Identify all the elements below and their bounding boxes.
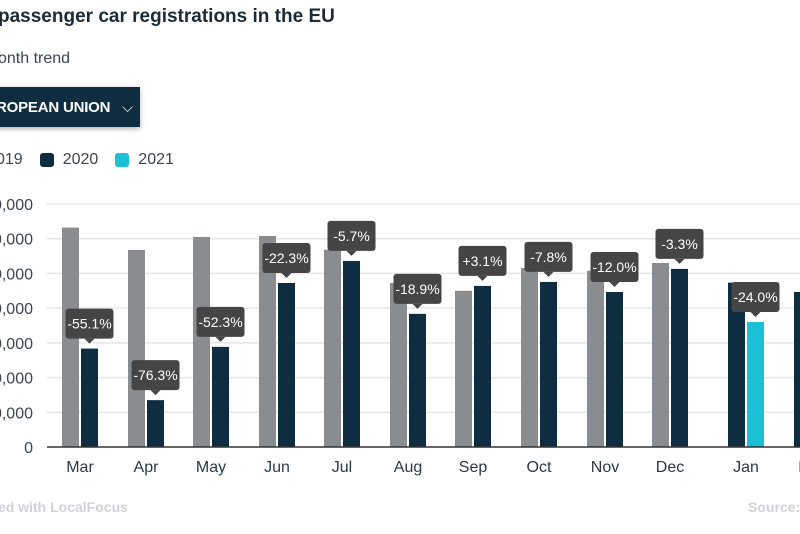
change-label: +3.1% bbox=[462, 253, 502, 269]
x-tick-label: Mar bbox=[66, 459, 94, 476]
bar-2019 bbox=[521, 268, 538, 447]
y-tick-label: 1,000,000 bbox=[0, 266, 33, 283]
x-tick-label: Feb bbox=[798, 459, 800, 476]
change-label-box bbox=[590, 252, 639, 283]
bar-2020 bbox=[81, 348, 98, 447]
chevron-down-icon: ⌵ bbox=[122, 98, 133, 115]
y-tick-label: 0 bbox=[24, 440, 33, 457]
bar-2020 bbox=[794, 292, 800, 447]
bar-2020 bbox=[606, 292, 623, 447]
change-label-box bbox=[458, 245, 507, 276]
change-label: -18.9% bbox=[395, 281, 439, 297]
x-tick-label: Nov bbox=[591, 459, 619, 476]
bar-2020 bbox=[343, 260, 360, 447]
chart-subtitle: onth trend bbox=[0, 50, 71, 67]
change-label: -5.7% bbox=[333, 228, 370, 244]
x-tick-label: Oct bbox=[527, 459, 552, 476]
region-dropdown-value: ROPEAN UNION bbox=[0, 98, 111, 116]
x-tick-label: Jan bbox=[733, 459, 759, 476]
change-label-pointer bbox=[150, 390, 161, 396]
bar-2019 bbox=[193, 236, 210, 447]
change-label-box bbox=[327, 220, 376, 251]
change-label-pointer bbox=[412, 303, 423, 309]
bar-2019 bbox=[259, 235, 276, 447]
change-label-pointer bbox=[346, 250, 357, 256]
change-label-pointer bbox=[674, 258, 685, 264]
x-tick-label: Jul bbox=[332, 459, 352, 476]
y-tick-label: 1,400,000 bbox=[0, 197, 33, 214]
change-label: -7.8% bbox=[530, 249, 567, 265]
bar-2020 bbox=[409, 313, 426, 447]
x-tick-label: Dec bbox=[656, 459, 684, 476]
bar-2020 bbox=[540, 281, 557, 447]
bar-2019 bbox=[390, 282, 407, 447]
y-tick-label: 200,000 bbox=[0, 405, 33, 422]
region-dropdown[interactable]: ROPEAN UNION ⌵ bbox=[0, 87, 140, 127]
credit-text: ed with LocalFocus bbox=[0, 499, 128, 515]
x-tick-label: Jun bbox=[264, 459, 290, 476]
legend: 019 2020 2021 bbox=[0, 151, 174, 169]
x-tick-label: Aug bbox=[394, 459, 422, 476]
legend-swatch-2021 bbox=[115, 153, 130, 167]
change-label-pointer bbox=[609, 282, 620, 288]
change-label: -76.3% bbox=[133, 367, 177, 383]
change-label: -22.3% bbox=[264, 250, 308, 266]
legend-label-2021: 2021 bbox=[138, 151, 174, 168]
bar-2021 bbox=[747, 322, 764, 447]
x-tick-label: Apr bbox=[134, 459, 160, 476]
change-label-box bbox=[655, 228, 704, 259]
change-label-pointer bbox=[543, 271, 554, 277]
y-tick-label: 400,000 bbox=[0, 371, 33, 388]
change-label-box bbox=[393, 273, 442, 304]
change-label-pointer bbox=[215, 336, 226, 342]
change-label-pointer bbox=[750, 312, 761, 318]
legend-label-2020: 2020 bbox=[62, 151, 99, 168]
change-label-box bbox=[262, 242, 311, 273]
change-label: -24.0% bbox=[733, 289, 777, 305]
change-label: -12.0% bbox=[592, 259, 636, 275]
source-text: Source: bbox=[748, 499, 800, 515]
change-label: -3.3% bbox=[661, 236, 698, 252]
change-label: -55.1% bbox=[67, 316, 111, 332]
change-label-box bbox=[524, 241, 573, 272]
bar-2020 bbox=[147, 400, 164, 447]
y-tick-label: 600,000 bbox=[0, 336, 33, 353]
legend-swatch-2020 bbox=[39, 153, 54, 167]
bar-2020 bbox=[278, 282, 295, 447]
y-tick-label: 800,000 bbox=[0, 301, 33, 318]
x-tick-label: Sep bbox=[459, 459, 488, 476]
legend-label-2019: 019 bbox=[0, 151, 23, 168]
change-label-pointer bbox=[477, 275, 488, 281]
change-label: -52.3% bbox=[198, 314, 242, 330]
chart-title: passenger car registrations in the EU bbox=[0, 6, 335, 27]
change-label-box bbox=[731, 282, 780, 313]
bar-2019 bbox=[324, 249, 341, 447]
change-label-pointer bbox=[281, 272, 292, 278]
bar-2020 bbox=[212, 346, 229, 447]
change-label-pointer bbox=[84, 338, 95, 344]
bar-2020 bbox=[474, 285, 491, 447]
bar-2020 bbox=[728, 282, 745, 447]
bar-2019 bbox=[587, 270, 604, 447]
bar-2019 bbox=[455, 290, 472, 447]
change-label-box bbox=[65, 308, 114, 339]
x-tick-label: May bbox=[196, 459, 226, 476]
bar-2020 bbox=[671, 268, 688, 447]
change-label-box bbox=[196, 306, 245, 337]
bar-2019 bbox=[128, 249, 145, 447]
change-label-box bbox=[131, 360, 180, 391]
bar-2019 bbox=[652, 263, 669, 447]
y-tick-label: 1,200,000 bbox=[0, 232, 33, 249]
